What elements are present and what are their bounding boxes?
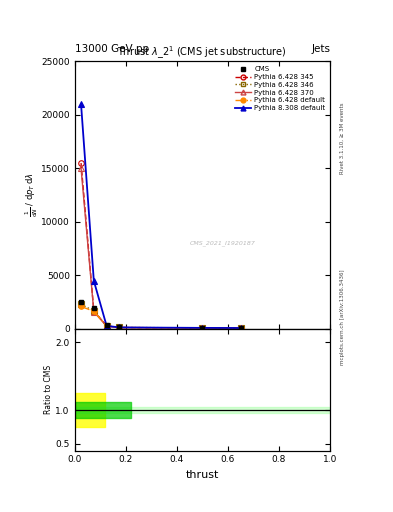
Legend: CMS, Pythia 6.428 345, Pythia 6.428 346, Pythia 6.428 370, Pythia 6.428 default,: CMS, Pythia 6.428 345, Pythia 6.428 346,… bbox=[234, 65, 327, 112]
Y-axis label: $\frac{1}{\mathrm{d}N}$ / $\mathrm{d}p_T\,\mathrm{d}\lambda$: $\frac{1}{\mathrm{d}N}$ / $\mathrm{d}p_T… bbox=[23, 173, 40, 218]
Title: Thrust $\lambda\_2^1$ (CMS jet substructure): Thrust $\lambda\_2^1$ (CMS jet substruct… bbox=[118, 45, 287, 61]
Text: Jets: Jets bbox=[311, 44, 330, 54]
Text: CMS_2021_I1920187: CMS_2021_I1920187 bbox=[190, 241, 256, 246]
Y-axis label: Ratio to CMS: Ratio to CMS bbox=[44, 365, 53, 414]
Text: 13000 GeV pp: 13000 GeV pp bbox=[75, 44, 149, 54]
X-axis label: thrust: thrust bbox=[186, 470, 219, 480]
Text: Rivet 3.1.10, ≥ 3M events: Rivet 3.1.10, ≥ 3M events bbox=[340, 102, 345, 174]
Text: mcplots.cern.ch [arXiv:1306.3436]: mcplots.cern.ch [arXiv:1306.3436] bbox=[340, 270, 345, 365]
